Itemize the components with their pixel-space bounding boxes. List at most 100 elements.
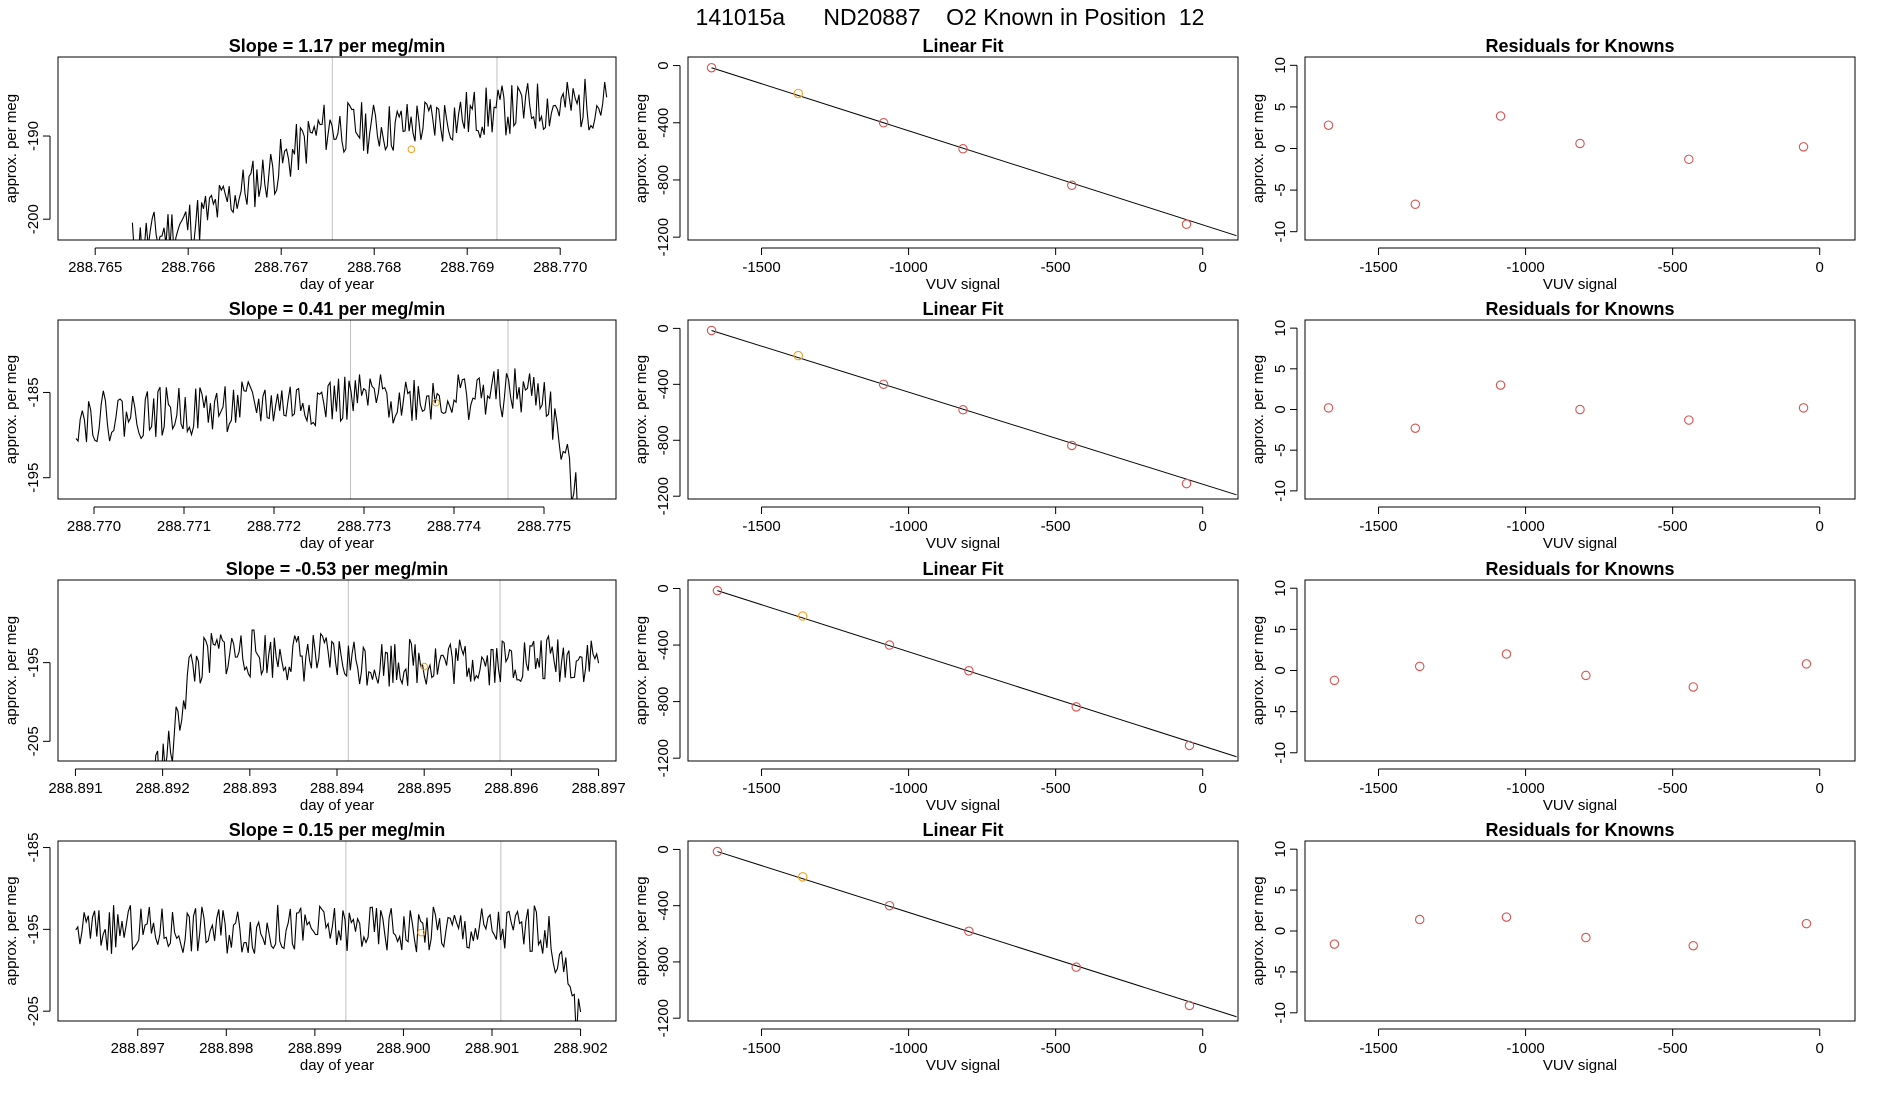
y-tick-label: -400 <box>655 369 672 399</box>
y-axis-label: approx. per meg <box>1250 94 1267 203</box>
y-tick-label: 5 <box>1272 103 1289 111</box>
plot-frame <box>57 840 617 1022</box>
x-tick-label: -1000 <box>1506 1040 1544 1057</box>
data-point <box>878 379 889 390</box>
plot-frame <box>687 840 1239 1022</box>
x-tick-label: 288.768 <box>347 259 401 276</box>
y-tick-label: -205 <box>25 996 42 1026</box>
x-tick-label: -1000 <box>889 1040 927 1057</box>
fit-line <box>711 330 1237 496</box>
y-tick-label: -400 <box>655 108 672 138</box>
highlight-point <box>432 398 440 407</box>
y-tick-label: 5 <box>1272 625 1289 633</box>
panel-title: Slope = 0.15 per meg/min <box>229 820 446 840</box>
x-tick-label: 288.765 <box>68 259 122 276</box>
x-tick-label: -500 <box>1658 259 1688 276</box>
x-tick-label: 288.898 <box>199 1040 253 1057</box>
y-tick-label: -190 <box>25 121 42 151</box>
data-point <box>1329 939 1340 949</box>
x-tick-label: -1000 <box>1506 780 1544 797</box>
x-tick-label: 288.901 <box>465 1040 519 1057</box>
y-tick-label: -185 <box>25 377 42 407</box>
data-point <box>1575 404 1585 415</box>
x-tick-label: -1500 <box>1359 780 1397 797</box>
y-axis-label: approx. per meg <box>633 94 650 203</box>
y-tick-label: -5 <box>1272 444 1289 457</box>
y-axis-label: approx. per meg <box>3 616 20 725</box>
y-tick-label: 0 <box>655 324 672 332</box>
y-axis-label: approx. per meg <box>3 94 20 203</box>
data-point <box>793 350 804 361</box>
data-point <box>1575 138 1585 149</box>
y-tick-label: 0 <box>655 61 672 69</box>
x-axis-label: VUV signal <box>1543 276 1617 293</box>
data-point <box>1501 649 1512 659</box>
plot-frame <box>1304 319 1856 500</box>
y-tick-label: 0 <box>655 584 672 592</box>
y-tick-label: -1200 <box>655 477 672 515</box>
y-tick-label: -10 <box>1272 742 1289 764</box>
panel-title: Residuals for Knowns <box>1485 299 1674 319</box>
figure-title: 141015a ND20887 O2 Known in Position 12 <box>695 4 1205 30</box>
y-tick-label: -205 <box>25 726 42 756</box>
x-tick-label: -1000 <box>889 259 927 276</box>
plot-frame <box>687 319 1239 500</box>
data-point <box>878 118 889 128</box>
y-tick-label: 0 <box>1272 927 1289 935</box>
x-tick-label: -1500 <box>742 1040 780 1057</box>
y-tick-label: -800 <box>655 165 672 195</box>
timeseries-panel-row-3: Slope = -0.53 per meg/min 288.891 288.892 2… <box>3 559 626 814</box>
x-tick-label: 288.892 <box>136 780 190 797</box>
x-tick-label: -1500 <box>1359 518 1397 535</box>
y-tick-label: -1200 <box>655 999 672 1037</box>
data-point <box>1801 918 1812 929</box>
data-point <box>1323 403 1334 413</box>
x-tick-label: 0 <box>1816 780 1824 797</box>
data-point <box>884 640 895 650</box>
plot-frame <box>1304 840 1856 1022</box>
data-point <box>1798 142 1809 152</box>
data-point <box>1181 478 1192 489</box>
residual-panel-row-4: Residuals for Knowns -1500 -1000 -500 0 VUV s… <box>1250 820 1856 1074</box>
y-axis-label: approx. per meg <box>633 616 650 725</box>
series-line <box>75 368 578 499</box>
x-tick-label: -1000 <box>1506 518 1544 535</box>
x-tick-label: -500 <box>1658 518 1688 535</box>
x-tick-label: -1000 <box>1506 259 1544 276</box>
data-point <box>1684 415 1694 425</box>
data-point <box>1501 912 1512 922</box>
series-line <box>131 78 608 240</box>
y-tick-label: 10 <box>1272 57 1289 74</box>
y-axis-label: approx. per meg <box>3 355 20 464</box>
y-tick-label: -1200 <box>655 218 672 256</box>
data-point <box>1495 380 1506 390</box>
plot-frame <box>57 579 617 762</box>
highlight-point <box>417 928 425 937</box>
y-tick-label: -10 <box>1272 1002 1289 1024</box>
data-point <box>1329 675 1340 686</box>
x-tick-label: 288.897 <box>111 1040 165 1057</box>
x-tick-label: 288.775 <box>517 518 571 535</box>
x-tick-label: -1000 <box>889 780 927 797</box>
y-tick-label: -800 <box>655 425 672 455</box>
x-tick-label: 288.774 <box>427 518 481 535</box>
data-point <box>797 872 808 882</box>
data-point <box>1323 120 1334 130</box>
y-tick-label: -185 <box>25 833 42 863</box>
plot-frame <box>57 56 617 241</box>
data-point <box>706 325 717 336</box>
data-point <box>1414 914 1425 925</box>
y-tick-label: 0 <box>1272 405 1289 413</box>
timeseries-panel-row-4: Slope = 0.15 per meg/min 288.897 288.898 28… <box>3 820 617 1074</box>
residual-panel-row-2: Residuals for Knowns -1500 -1000 -500 0 VUV s… <box>1250 299 1856 552</box>
y-tick-label: -5 <box>1272 183 1289 196</box>
plot-frame <box>687 56 1239 241</box>
x-tick-label: 0 <box>1199 1040 1207 1057</box>
x-tick-label: -500 <box>1658 780 1688 797</box>
series-line <box>75 904 582 1021</box>
x-tick-label: 288.896 <box>484 780 538 797</box>
plot-frame <box>1304 56 1856 241</box>
data-point <box>964 666 974 676</box>
y-axis-label: approx. per meg <box>1250 616 1267 725</box>
data-point <box>706 62 717 73</box>
